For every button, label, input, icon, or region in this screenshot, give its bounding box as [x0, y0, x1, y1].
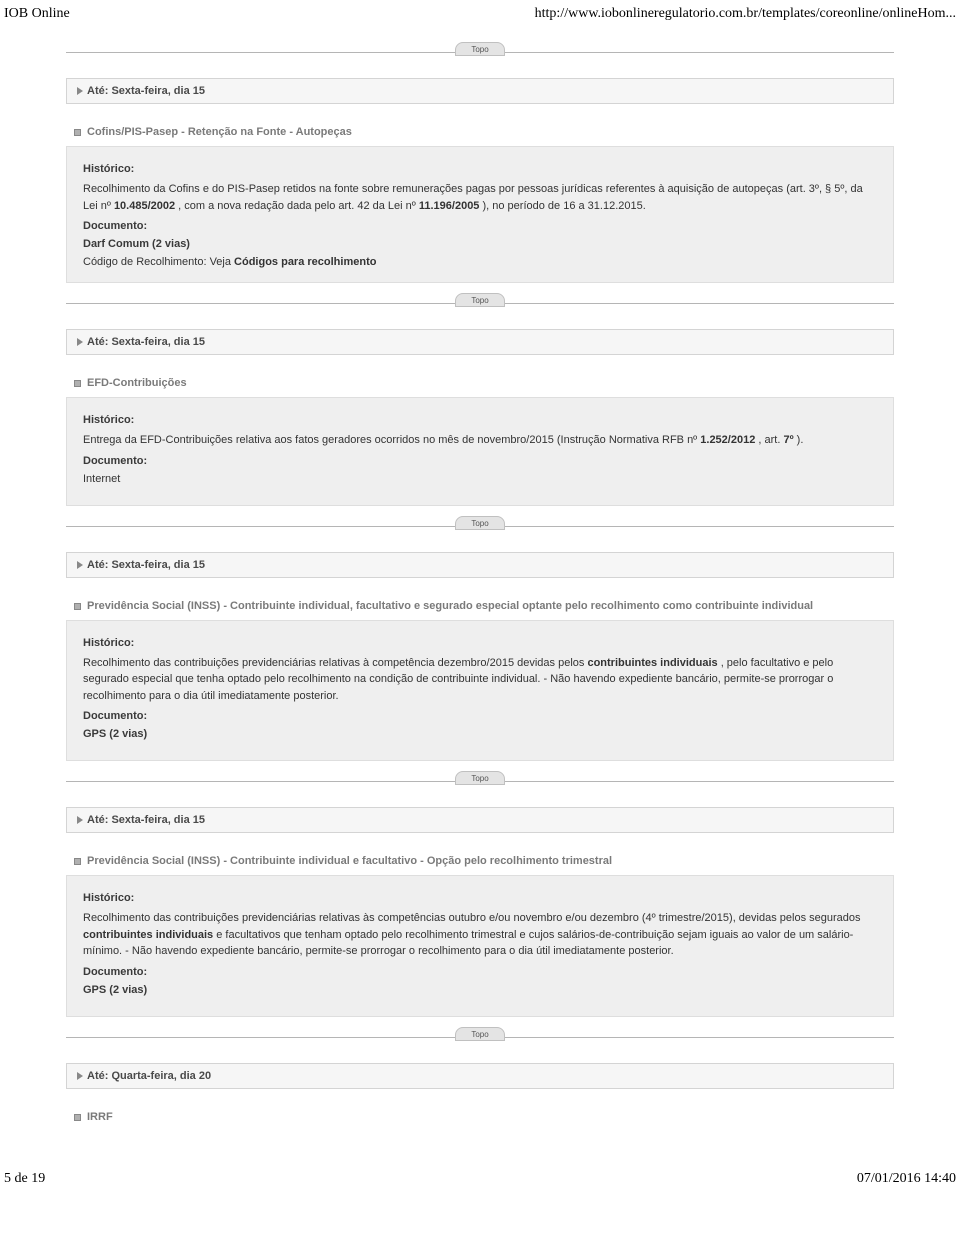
deadline-text: Até: Sexta-feira, dia 15	[87, 85, 205, 97]
section-title-text: Cofins/PIS-Pasep - Retenção na Fonte - A…	[87, 126, 352, 138]
bullet-icon	[74, 858, 81, 865]
deadline-text: Até: Sexta-feira, dia 15	[87, 336, 205, 348]
topo-link[interactable]: Topo	[455, 516, 505, 530]
section-title: EFD-Contribuições	[66, 373, 894, 393]
detail-box: Histórico: Entrega da EFD-Contribuições r…	[66, 397, 894, 506]
topo-divider: Topo	[66, 293, 894, 309]
documento-label: Documento:	[83, 455, 877, 467]
divider-line	[505, 52, 894, 53]
bold-ref: 10.485/2002	[114, 200, 175, 212]
detail-box: Histórico: Recolhimento da Cofins e do PI…	[66, 146, 894, 283]
historico-text: Entrega da EFD-Contribuições relativa ao…	[83, 432, 877, 449]
divider-line	[66, 1037, 455, 1038]
arrow-right-icon	[77, 338, 83, 346]
documento-value: Internet	[83, 473, 877, 485]
arrow-right-icon	[77, 561, 83, 569]
divider-line	[66, 303, 455, 304]
page-footer: 5 de 19 07/01/2016 14:40	[0, 1131, 960, 1193]
divider-line	[505, 1037, 894, 1038]
footer-page-number: 5 de 19	[4, 1171, 45, 1187]
header-left: IOB Online	[4, 6, 70, 22]
historico-text: Recolhimento das contribuições previdenc…	[83, 655, 877, 705]
divider-line	[505, 781, 894, 782]
arrow-right-icon	[77, 87, 83, 95]
section-title-text: Previdência Social (INSS) - Contribuinte…	[87, 600, 813, 612]
codigo-line: Código de Recolhimento: Veja Códigos par…	[83, 256, 877, 268]
divider-line	[66, 781, 455, 782]
detail-box: Histórico: Recolhimento das contribuições…	[66, 620, 894, 762]
section-title: Previdência Social (INSS) - Contribuinte…	[66, 596, 894, 616]
page-header: IOB Online http://www.iobonlineregulator…	[0, 0, 960, 32]
documento-value: Darf Comum (2 vias)	[83, 238, 877, 250]
historico-label: Histórico:	[83, 414, 877, 426]
historico-label: Histórico:	[83, 892, 877, 904]
content-area: Topo Até: Sexta-feira, dia 15 Cofins/PIS-…	[0, 42, 960, 1127]
section-title-text: Previdência Social (INSS) - Contribuinte…	[87, 855, 612, 867]
topo-divider: Topo	[66, 42, 894, 58]
historico-text: Recolhimento da Cofins e do PIS-Pasep re…	[83, 181, 877, 214]
historico-text: Recolhimento das contribuições previdenc…	[83, 910, 877, 960]
header-right: http://www.iobonlineregulatorio.com.br/t…	[535, 6, 956, 22]
deadline-text: Até: Quarta-feira, dia 20	[87, 1070, 211, 1082]
bullet-icon	[74, 129, 81, 136]
documento-value: GPS (2 vias)	[83, 984, 877, 996]
topo-divider: Topo	[66, 1027, 894, 1043]
deadline-bar: Até: Sexta-feira, dia 15	[66, 552, 894, 578]
deadline-text: Até: Sexta-feira, dia 15	[87, 559, 205, 571]
arrow-right-icon	[77, 816, 83, 824]
divider-line	[505, 526, 894, 527]
detail-box: Histórico: Recolhimento das contribuições…	[66, 875, 894, 1017]
bold-ref: 11.196/2005	[419, 200, 480, 212]
deadline-bar: Até: Sexta-feira, dia 15	[66, 807, 894, 833]
footer-datetime: 07/01/2016 14:40	[857, 1171, 956, 1187]
topo-link[interactable]: Topo	[455, 42, 505, 56]
historico-label: Histórico:	[83, 637, 877, 649]
divider-line	[66, 526, 455, 527]
topo-link[interactable]: Topo	[455, 1027, 505, 1041]
deadline-bar: Até: Quarta-feira, dia 20	[66, 1063, 894, 1089]
topo-divider: Topo	[66, 516, 894, 532]
historico-label: Histórico:	[83, 163, 877, 175]
section-title-text: EFD-Contribuições	[87, 377, 187, 389]
bullet-icon	[74, 603, 81, 610]
divider-line	[505, 303, 894, 304]
deadline-bar: Até: Sexta-feira, dia 15	[66, 329, 894, 355]
bullet-icon	[74, 1114, 81, 1121]
deadline-bar: Até: Sexta-feira, dia 15	[66, 78, 894, 104]
divider-line	[66, 52, 455, 53]
codigo-link[interactable]: Códigos para recolhimento	[234, 256, 376, 268]
bold-ref: contribuintes individuais	[83, 929, 213, 941]
documento-label: Documento:	[83, 220, 877, 232]
arrow-right-icon	[77, 1072, 83, 1080]
bullet-icon	[74, 380, 81, 387]
section-title: IRRF	[66, 1107, 894, 1127]
bold-ref: 7º	[783, 434, 793, 446]
section-title-text: IRRF	[87, 1111, 113, 1123]
topo-link[interactable]: Topo	[455, 771, 505, 785]
topo-link[interactable]: Topo	[455, 293, 505, 307]
deadline-text: Até: Sexta-feira, dia 15	[87, 814, 205, 826]
documento-label: Documento:	[83, 710, 877, 722]
documento-label: Documento:	[83, 966, 877, 978]
section-title: Cofins/PIS-Pasep - Retenção na Fonte - A…	[66, 122, 894, 142]
bold-ref: contribuintes individuais	[587, 657, 717, 669]
documento-value: GPS (2 vias)	[83, 728, 877, 740]
section-title: Previdência Social (INSS) - Contribuinte…	[66, 851, 894, 871]
bold-ref: 1.252/2012	[700, 434, 755, 446]
topo-divider: Topo	[66, 771, 894, 787]
